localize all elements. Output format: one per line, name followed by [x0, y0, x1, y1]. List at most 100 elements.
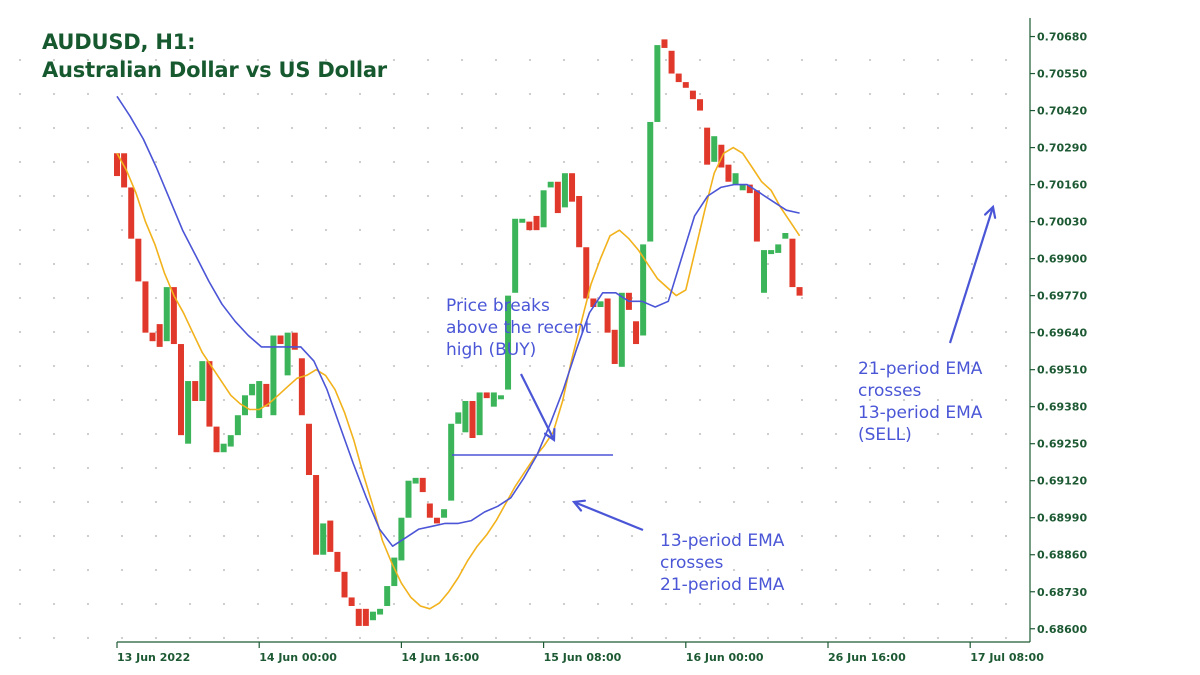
grid-dot [698, 126, 702, 130]
y-tick-label: 0.68730 [1037, 586, 1087, 599]
candle [675, 73, 682, 83]
grid-dot [664, 534, 668, 538]
grid-dot [970, 126, 974, 130]
x-tick-label: 14 Jun 00:00 [259, 651, 337, 664]
grid-dot [800, 228, 804, 232]
candle [192, 381, 199, 401]
grid-dot [766, 262, 770, 266]
grid-dot [86, 602, 90, 606]
grid-dot [766, 330, 770, 334]
grid-dot [154, 636, 158, 640]
grid-dot [664, 228, 668, 232]
candle [369, 611, 376, 621]
candle [313, 475, 320, 555]
grid-dot [426, 194, 430, 198]
grid-dot [800, 194, 804, 198]
grid-dot [52, 432, 56, 436]
grid-dot [86, 636, 90, 640]
grid-dot [970, 602, 974, 606]
grid-dot [834, 262, 838, 266]
grid-dot [426, 466, 430, 470]
candle [590, 298, 597, 308]
grid-dot [460, 194, 464, 198]
grid-dot [52, 364, 56, 368]
grid-dot [324, 398, 328, 402]
grid-dot [1004, 160, 1008, 164]
grid-dot [596, 398, 600, 402]
annotation-cross-up-line: 21-period EMA [660, 575, 785, 595]
grid-dot [630, 398, 634, 402]
grid-dot [154, 262, 158, 266]
grid-dot [868, 364, 872, 368]
grid-dot [732, 92, 736, 96]
grid-dot [188, 92, 192, 96]
grid-dot [290, 58, 294, 62]
grid-dot [834, 330, 838, 334]
x-tick-label: 13 Jun 2022 [117, 651, 190, 664]
grid-dot [732, 602, 736, 606]
grid-dot [1004, 58, 1008, 62]
grid-dot [596, 58, 600, 62]
grid-dot [664, 262, 668, 266]
annotation-cross-down-line: 13-period EMA [858, 403, 983, 423]
grid-dot [970, 160, 974, 164]
grid-dot [834, 636, 838, 640]
grid-dot [562, 58, 566, 62]
grid-dot [460, 398, 464, 402]
annotation-buy-line: high (BUY) [446, 340, 537, 360]
grid-dot [936, 636, 940, 640]
candle [177, 344, 184, 436]
grid-dot [834, 466, 838, 470]
grid-dot [494, 466, 498, 470]
grid-dot [154, 568, 158, 572]
grid-dot [528, 296, 532, 300]
grid-dot [970, 58, 974, 62]
y-tick-label: 0.69900 [1037, 253, 1087, 266]
grid-dot [902, 194, 906, 198]
grid-dot [358, 602, 362, 606]
grid-dot [222, 466, 226, 470]
grid-dot [392, 364, 396, 368]
grid-dot [528, 364, 532, 368]
grid-dot [834, 92, 838, 96]
grid-dot [290, 534, 294, 538]
grid-dot [460, 500, 464, 504]
grid-dot [698, 330, 702, 334]
grid-dot [800, 262, 804, 266]
grid-dot [766, 126, 770, 130]
grid-dot [528, 160, 532, 164]
grid-dot [222, 228, 226, 232]
grid-dot [494, 194, 498, 198]
grid-dot [562, 534, 566, 538]
grid-dot [324, 500, 328, 504]
grid-dot [766, 92, 770, 96]
grid-dot [834, 364, 838, 368]
grid-dot [358, 636, 362, 640]
grid-dot [562, 500, 566, 504]
grid-dot [188, 500, 192, 504]
grid-dot [154, 364, 158, 368]
grid-dot [290, 398, 294, 402]
annotation-ema-cross-up: 13-period EMA crosses 21-period EMA [660, 530, 784, 596]
grid-dot [970, 636, 974, 640]
grid-dot [358, 330, 362, 334]
grid-dot [868, 398, 872, 402]
grid-dot [800, 432, 804, 436]
candle [448, 423, 455, 501]
candle [405, 480, 412, 518]
candle [149, 332, 156, 342]
grid-dot [732, 568, 736, 572]
grid-dot [1004, 92, 1008, 96]
grid-dot [86, 568, 90, 572]
grid-dot [562, 432, 566, 436]
grid-dot [970, 500, 974, 504]
grid-dot [902, 602, 906, 606]
grid-dot [358, 58, 362, 62]
grid-dot [732, 228, 736, 232]
grid-dot [562, 466, 566, 470]
candle [114, 153, 120, 177]
grid-dot [596, 194, 600, 198]
grid-dot [154, 126, 158, 130]
grid-dot [1004, 364, 1008, 368]
grid-dot [664, 296, 668, 300]
